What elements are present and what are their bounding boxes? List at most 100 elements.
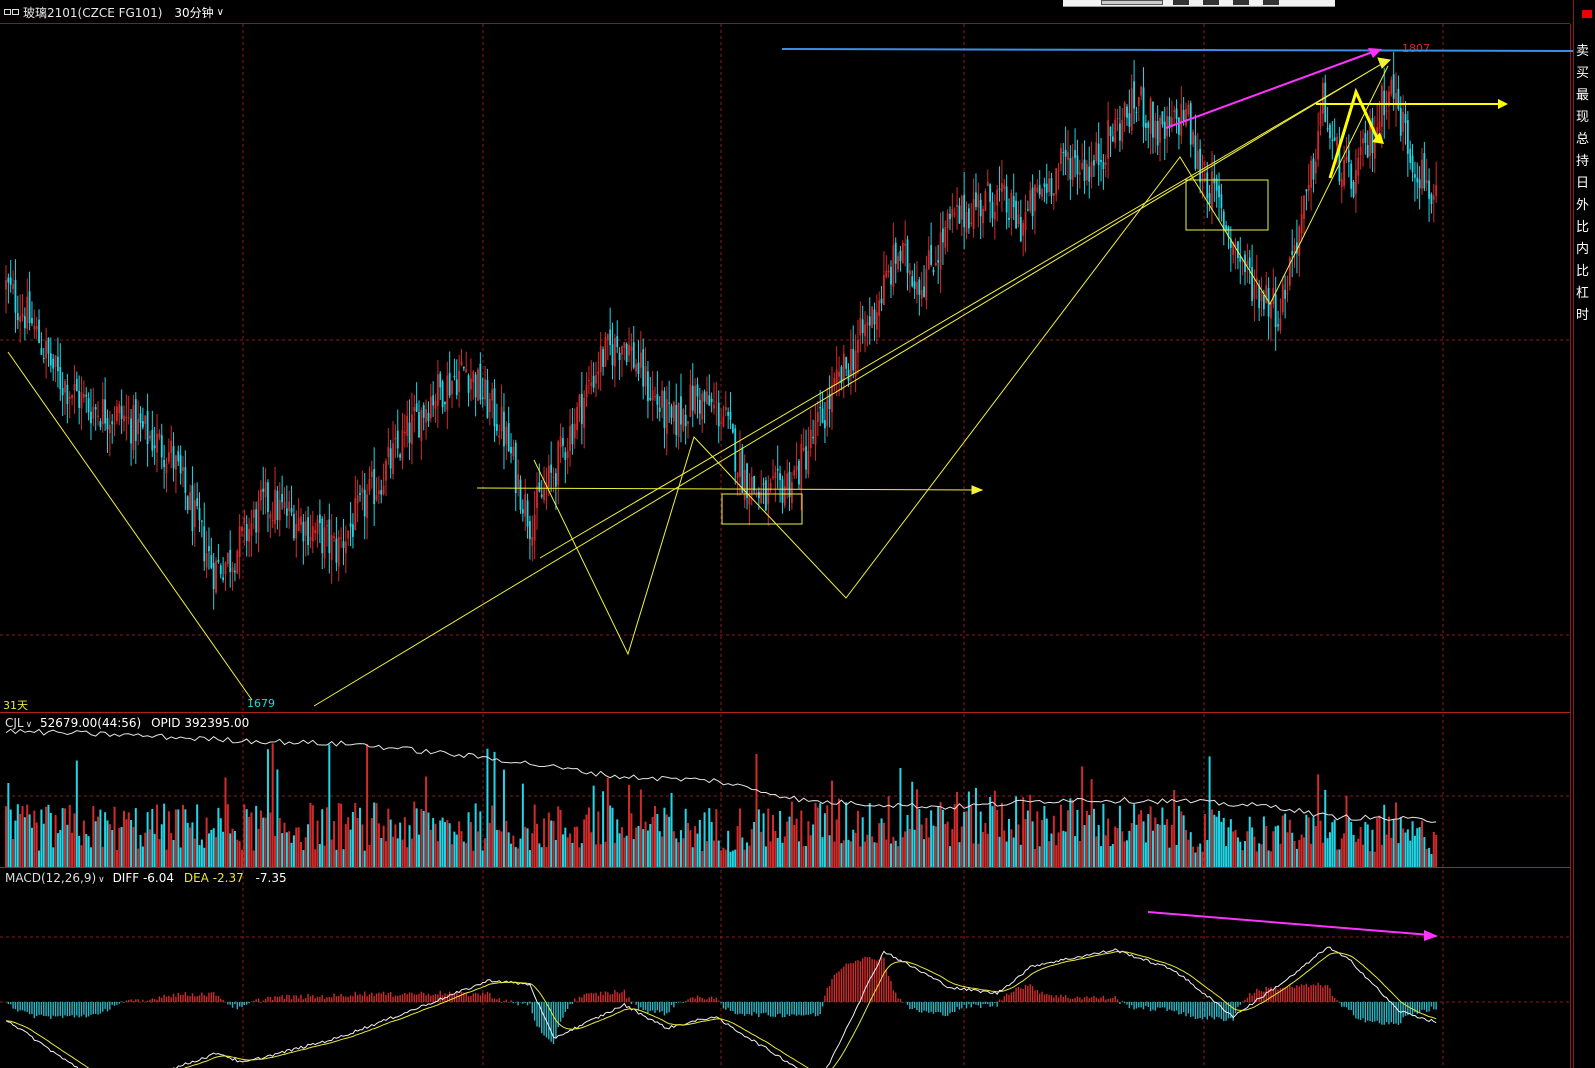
volume-bar: [1057, 832, 1060, 867]
candle-body: [538, 482, 541, 492]
candle: [495, 403, 498, 436]
candle: [108, 410, 111, 457]
candle: [658, 396, 661, 422]
volume-bar: [821, 837, 824, 867]
candle-body: [314, 530, 317, 533]
candle-body: [554, 473, 557, 487]
volume-bar: [1430, 854, 1433, 867]
macd-bar: [548, 1002, 550, 1040]
macd-bar: [802, 1002, 805, 1016]
volume-bar: [828, 835, 831, 867]
macd-bar: [404, 993, 406, 1002]
macd-bar: [448, 991, 451, 1002]
period-selector[interactable]: 30分钟: [174, 5, 214, 20]
maximize-button[interactable]: [1203, 0, 1219, 5]
candle-body: [505, 426, 508, 445]
volume-bar: [1425, 848, 1428, 867]
volume-bar: [651, 817, 654, 867]
macd-bar: [10, 1002, 12, 1005]
volume-bar: [316, 820, 319, 867]
candle: [597, 351, 600, 390]
macd-bar: [1178, 1002, 1180, 1015]
volume-bar: [361, 824, 364, 867]
candle: [1432, 184, 1435, 223]
minimize-button[interactable]: [1101, 0, 1163, 5]
volume-bar: [89, 847, 92, 867]
candle: [99, 418, 102, 431]
candle-body: [175, 455, 177, 470]
volume-bar: [363, 850, 366, 867]
volume-bar: [899, 768, 902, 867]
candle-body: [1357, 157, 1360, 176]
volume-bar: [1064, 831, 1067, 867]
candle: [1406, 110, 1409, 177]
macd-bar: [777, 1002, 779, 1015]
macd-bar: [857, 960, 859, 1002]
volume-bar: [415, 808, 418, 867]
macd-bar: [831, 978, 833, 1002]
candle-body: [531, 536, 534, 546]
candle-body: [942, 228, 944, 243]
volume-bar: [212, 828, 215, 867]
volume-bar: [1022, 797, 1025, 867]
window-controls[interactable]: [1063, 0, 1335, 7]
grid-button[interactable]: [1233, 0, 1249, 5]
window-icon[interactable]: [4, 7, 20, 17]
volume-bar: [982, 832, 985, 867]
macd-bar: [784, 1002, 786, 1018]
macd-bar: [151, 998, 154, 1002]
macd-bar: [991, 1002, 994, 1007]
volume-bar: [1260, 844, 1263, 867]
candle: [82, 380, 85, 403]
candle: [1170, 100, 1173, 133]
macd-bar: [581, 997, 583, 1002]
volume-bar: [701, 851, 704, 867]
macd-bar: [1123, 1002, 1126, 1004]
candle-body: [680, 396, 682, 425]
candle-body: [1017, 214, 1020, 225]
candle: [734, 424, 737, 485]
macd-bar: [1246, 997, 1249, 1002]
candle: [654, 386, 656, 402]
volume-bar: [937, 805, 940, 867]
candle: [1225, 220, 1228, 233]
volume-bar: [569, 833, 572, 867]
macd-bar: [972, 1002, 975, 1005]
candle-body: [899, 250, 902, 261]
macd-indicator-name[interactable]: MACD(12,26,9): [5, 871, 97, 885]
candle-body: [1326, 128, 1329, 130]
candle: [580, 372, 583, 445]
candle-body: [269, 513, 272, 519]
volume-indicator-name[interactable]: CJL: [5, 716, 24, 730]
candle: [361, 470, 364, 511]
chevron-down-icon[interactable]: ∨: [98, 875, 105, 885]
candle: [814, 403, 817, 461]
candle-body: [302, 521, 305, 542]
macd-bar: [118, 1002, 120, 1004]
volume-bar: [462, 841, 465, 867]
macd-bar: [31, 1002, 33, 1015]
candle-body: [1307, 185, 1310, 191]
macd-bar: [1038, 993, 1041, 1002]
volume-bar: [467, 812, 470, 867]
candle-body: [861, 319, 864, 334]
chevron-down-icon[interactable]: ∨: [25, 720, 33, 730]
candle-body: [403, 431, 406, 434]
volume-bar: [1432, 831, 1435, 867]
macd-bar: [1185, 1002, 1187, 1017]
volume-bar: [203, 847, 206, 867]
candle-body: [689, 384, 692, 417]
candle: [165, 457, 168, 493]
volume-bar: [998, 836, 1001, 867]
volume-bar: [831, 780, 833, 867]
candle-body: [149, 435, 151, 439]
close-button[interactable]: [1263, 0, 1279, 5]
candle: [153, 426, 156, 465]
chevron-down-icon[interactable]: ∨: [216, 6, 224, 18]
restore-button[interactable]: [1173, 0, 1189, 5]
macd-bar: [689, 997, 692, 1002]
candle-body: [425, 409, 427, 423]
volume-bar: [1383, 804, 1386, 867]
macd-bar: [1225, 1002, 1227, 1021]
candle-body: [347, 530, 350, 539]
